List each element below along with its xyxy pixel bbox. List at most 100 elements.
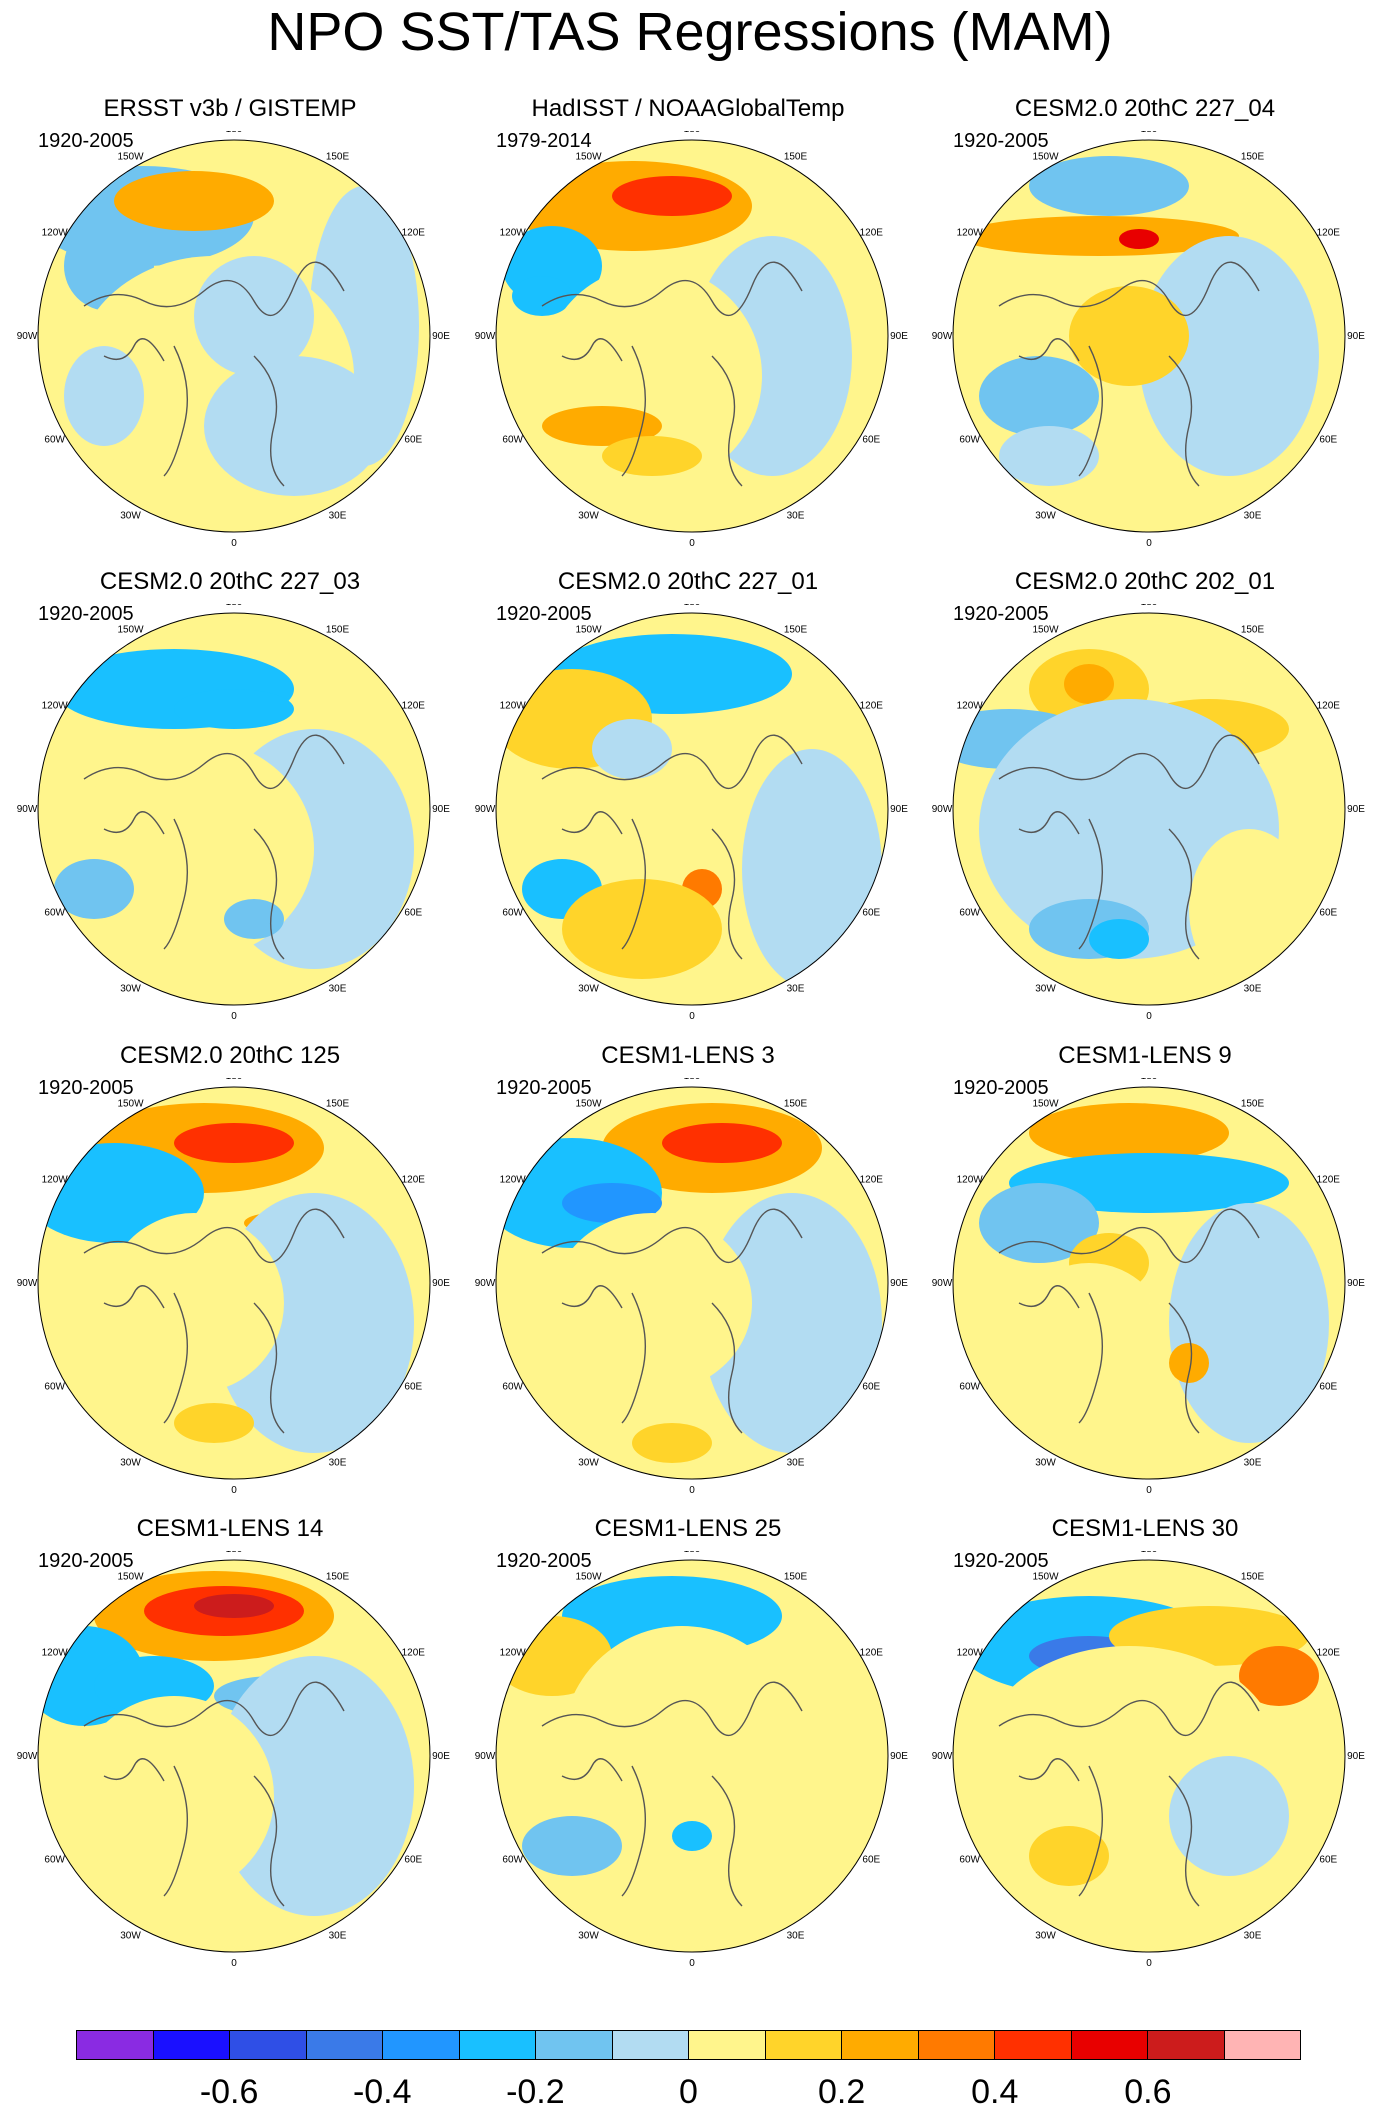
longitude-label: 150W xyxy=(117,152,144,163)
colorbar-label: 0 xyxy=(679,2073,698,2111)
anomaly-contour xyxy=(742,749,882,989)
longitude-label: 180 xyxy=(226,604,243,608)
map-outline xyxy=(495,1086,889,1480)
panel-period: 1920-2005 xyxy=(38,603,134,625)
longitude-label: 30W xyxy=(1035,1930,1056,1941)
longitude-label: 0 xyxy=(1146,538,1152,549)
longitude-label: 60W xyxy=(44,908,65,919)
map-panel: ERSST v3b / GISTEMP 1920-2005 180 150E 120E 9… xyxy=(0,95,460,565)
longitude-label: 60W xyxy=(44,435,65,446)
panel-period: 1920-2005 xyxy=(496,603,592,625)
panel-title: CESM1-LENS 30 xyxy=(1051,1515,1239,1542)
polar-map: 180 150E 120E 90E 60E 30E 0 30W 60W 90W 120W 150W xyxy=(17,131,451,549)
anomaly-contour xyxy=(702,1193,882,1453)
colorbar-swatch xyxy=(612,2031,689,2059)
longitude-label: 30W xyxy=(120,1457,141,1468)
panel-title: ERSST v3b / GISTEMP xyxy=(103,95,357,122)
longitude-label: 120W xyxy=(957,1648,984,1659)
longitude-label: 120W xyxy=(957,228,984,239)
anomaly-field xyxy=(953,613,1345,1005)
longitude-label: 0 xyxy=(231,538,237,549)
polar-map: 180 150E 120E 90E 60E 30E 0 30W 60W 90W 120W 150W xyxy=(932,131,1366,549)
longitude-label: 180 xyxy=(684,1078,701,1082)
anomaly-contour xyxy=(672,1821,712,1851)
anomaly-contour xyxy=(562,879,722,979)
longitude-label: 30E xyxy=(329,983,347,994)
longitude-label: 60E xyxy=(862,1855,880,1866)
longitude-label: 150W xyxy=(575,625,602,636)
longitude-label: 90W xyxy=(475,1751,496,1762)
longitude-label: 60W xyxy=(502,908,523,919)
longitude-label: 60E xyxy=(404,1382,422,1393)
polar-map: 180 150E 120E 90E 60E 30E 0 30W 60W 90W 120W 150W xyxy=(17,1078,451,1496)
coastline xyxy=(541,1208,803,1434)
panel-period: 1920-2005 xyxy=(953,1550,1049,1572)
panel-period: 1920-2005 xyxy=(38,1550,134,1572)
coastline xyxy=(83,1681,345,1907)
coastline xyxy=(541,261,803,487)
panel-title: CESM1-LENS 25 xyxy=(594,1515,782,1542)
longitude-label: 150W xyxy=(1032,625,1059,636)
longitude-label: 120W xyxy=(42,228,69,239)
colorbar-swatch xyxy=(1224,2031,1300,2059)
longitude-label: 90W xyxy=(17,1751,38,1762)
longitude-label: 90W xyxy=(932,1751,953,1762)
map-outline xyxy=(495,139,889,533)
longitude-label: 120W xyxy=(42,1648,69,1659)
map-panel: CESM2.0 20thC 227_04 1920-2005 180 150E 120E… xyxy=(915,95,1375,565)
anomaly-contour xyxy=(999,426,1099,486)
longitude-label: 180 xyxy=(226,1551,243,1555)
anomaly-contour xyxy=(632,1423,712,1463)
longitude-label: 30E xyxy=(787,983,805,994)
longitude-label: 90W xyxy=(475,1278,496,1289)
longitude-label: 0 xyxy=(231,1958,237,1969)
panel-period: 1979-2014 xyxy=(496,130,592,152)
longitude-label: 60E xyxy=(1319,435,1337,446)
anomaly-field xyxy=(496,1087,888,1479)
longitude-label: 120E xyxy=(860,1648,884,1659)
colorbar-swatch xyxy=(1071,2031,1148,2059)
longitude-label: 150E xyxy=(1241,1099,1265,1110)
colorbar-label: 0.4 xyxy=(971,2073,1019,2111)
colorbar-swatch xyxy=(842,2031,919,2059)
longitude-label: 150E xyxy=(784,1572,808,1583)
longitude-label: 150W xyxy=(117,625,144,636)
longitude-label: 60E xyxy=(1319,1855,1337,1866)
longitude-label: 90W xyxy=(17,804,38,815)
longitude-label: 0 xyxy=(231,1011,237,1022)
figure-title: NPO SST/TAS Regressions (MAM) xyxy=(267,2,1113,62)
anomaly-field xyxy=(953,1560,1345,1952)
longitude-label: 30W xyxy=(1035,1457,1056,1468)
longitude-label: 30E xyxy=(787,1457,805,1468)
coastline xyxy=(998,734,1260,960)
polar-map: 180 150E 120E 90E 60E 30E 0 30W 60W 90W 120W 150W xyxy=(475,1551,909,1969)
longitude-label: 150E xyxy=(1241,625,1265,636)
longitude-label: 120E xyxy=(402,701,426,712)
colorbar-label: 0.6 xyxy=(1124,2073,1172,2111)
longitude-label: 150E xyxy=(784,1099,808,1110)
longitude-label: 30W xyxy=(578,1457,599,1468)
anomaly-contour xyxy=(592,719,672,779)
longitude-label: 60E xyxy=(862,1382,880,1393)
anomaly-contour xyxy=(1029,1826,1109,1886)
longitude-label: 150W xyxy=(117,1572,144,1583)
anomaly-contour xyxy=(542,406,662,446)
colorbar-swatch xyxy=(995,2031,1072,2059)
polar-map: 180 150E 120E 90E 60E 30E 0 30W 60W 90W 120W 150W xyxy=(17,604,451,1022)
map-outline xyxy=(952,612,1346,1006)
map-outline xyxy=(952,1086,1346,1480)
polar-map: 180 150E 120E 90E 60E 30E 0 30W 60W 90W 120W 150W xyxy=(932,1551,1366,1969)
longitude-label: 120E xyxy=(860,228,884,239)
longitude-label: 0 xyxy=(689,1485,695,1496)
colorbar-swatch xyxy=(459,2031,536,2059)
longitude-label: 90E xyxy=(432,1751,450,1762)
longitude-label: 150E xyxy=(326,152,350,163)
longitude-label: 60E xyxy=(1319,1382,1337,1393)
panel-period: 1920-2005 xyxy=(38,130,134,152)
longitude-label: 90E xyxy=(890,1278,908,1289)
longitude-label: 120W xyxy=(42,701,69,712)
anomaly-contour xyxy=(1239,1646,1319,1706)
longitude-label: 30W xyxy=(1035,510,1056,521)
polar-map: 180 150E 120E 90E 60E 30E 0 30W 60W 90W 120W 150W xyxy=(932,1078,1366,1496)
longitude-label: 30E xyxy=(1244,1457,1262,1468)
